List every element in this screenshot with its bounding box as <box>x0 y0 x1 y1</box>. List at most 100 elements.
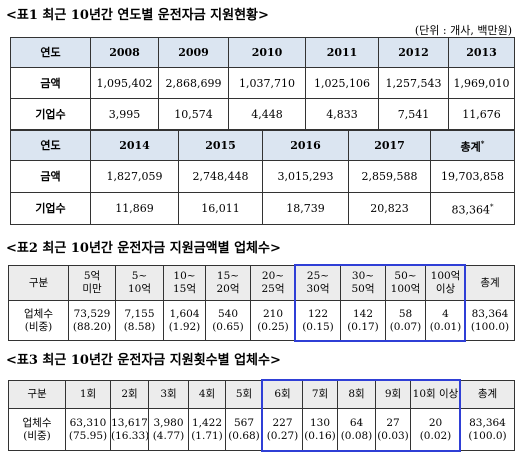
header-cell: 2011 <box>305 37 379 68</box>
cell: 1,604 (1.92) <box>163 300 206 341</box>
cell-text: 83,364 <box>451 203 491 217</box>
data-row: 기업수 3,995 10,574 4,448 4,833 7,541 11,676 <box>10 98 515 130</box>
cell: 3,980 (4.77) <box>148 408 189 451</box>
header-cell: 총계* <box>430 130 515 161</box>
cell: 227 (0.27) <box>262 408 303 451</box>
footnote-mark: * <box>480 139 485 149</box>
header-cell: 총계 <box>465 265 515 301</box>
header-cell: 구분 <box>8 380 66 409</box>
cell: 금액 <box>10 67 91 99</box>
header-cell: 연도 <box>10 130 91 161</box>
header-cell: 2014 <box>90 130 179 161</box>
table-title: <표3 최근 10년간 운전자금 지원횟수별 업체수> <box>6 353 281 368</box>
data-table: 구분 5억 미만 5~ 10억 10~ 15억 15~ 20억 20~ 25억 25~ 30… <box>8 265 515 341</box>
cell: 4,448 <box>228 98 306 130</box>
cell: 20,823 <box>348 192 431 225</box>
data-row: 업체수 (비중) 73,529 (88.20) 7,155 (8.58) 1,604 … <box>8 300 515 341</box>
cell: 1,827,059 <box>90 160 179 193</box>
cell: 4,833 <box>305 98 379 130</box>
cell: 기업수 <box>10 98 91 130</box>
cell: 2,859,588 <box>348 160 431 193</box>
data-table: 연도 2008 2009 2010 2011 2012 2013 금액 1,095,402 2,8… <box>10 37 515 130</box>
cell: 11,676 <box>448 98 515 130</box>
data-row: 금액 1,827,059 2,748,448 3,015,293 2,859,588 19… <box>10 160 515 193</box>
table-title: <표1 최근 10년간 연도별 운전자금 지원현황> <box>6 8 269 23</box>
highlight-box <box>261 379 461 452</box>
header-cell: 2013 <box>448 37 515 68</box>
cell: 19,703,858 <box>430 160 515 193</box>
header-row: 구분 1회 2회 3회 4회 5회 6회 7회 8회 9회 10회 이상 총계 <box>8 380 515 409</box>
cell: 업체수 (비중) <box>8 408 66 451</box>
header-cell: 2017 <box>348 130 431 161</box>
data-row: 기업수 11,869 16,011 18,739 20,823 83,364* <box>10 192 515 225</box>
cell: 63,310 (75.95) <box>65 408 111 451</box>
cell: 73,529 (88.20) <box>68 300 116 341</box>
cell: 7,155 (8.58) <box>115 300 164 341</box>
header-cell: 연도 <box>10 37 91 68</box>
cell: 83,364 (100.0) <box>460 408 515 451</box>
cell: 1,969,010 <box>448 67 515 99</box>
cell: 58 (0.07) <box>385 300 426 341</box>
cell: 1,025,106 <box>305 67 379 99</box>
header-cell: 10~ 15억 <box>163 265 206 301</box>
header-cell: 1회 <box>65 380 111 409</box>
cell: 3,015,293 <box>262 160 349 193</box>
unit-note: (단위 : 개사, 백만원) <box>414 24 512 37</box>
cell: 1,037,710 <box>228 67 306 99</box>
header-cell: 5억 미만 <box>68 265 116 301</box>
cell: 업체수 (비중) <box>8 300 69 341</box>
cell: 122 (0.15) <box>295 300 341 341</box>
cell: 11,869 <box>90 192 179 225</box>
header-cell: 25~ 30억 <box>295 265 341 301</box>
cell: 16,011 <box>178 192 263 225</box>
header-cell: 5~ 10억 <box>115 265 164 301</box>
header-cell: 9회 <box>375 380 411 409</box>
cell: 금액 <box>10 160 91 193</box>
cell: 2,868,699 <box>158 67 229 99</box>
cell: 567 (0.68) <box>225 408 263 451</box>
cell: 3,995 <box>90 98 159 130</box>
header-cell: 2016 <box>262 130 349 161</box>
header-cell: 7회 <box>302 380 338 409</box>
header-cell: 2008 <box>90 37 159 68</box>
header-row: 연도 2008 2009 2010 2011 2012 2013 <box>10 37 515 68</box>
cell: 7,541 <box>378 98 449 130</box>
cell: 1,095,402 <box>90 67 159 99</box>
header-cell: 3회 <box>148 380 189 409</box>
header-cell: 20~ 25억 <box>250 265 296 301</box>
header-cell: 5회 <box>225 380 263 409</box>
header-row: 구분 5억 미만 5~ 10억 10~ 15억 15~ 20억 20~ 25억 25~ 30… <box>8 265 515 301</box>
cell: 10,574 <box>158 98 229 130</box>
cell: 83,364* <box>430 192 515 225</box>
cell: 2,748,448 <box>178 160 263 193</box>
highlight-box <box>294 264 466 342</box>
table-title: <표2 최근 10년간 운전자금 지원금액별 업체수> <box>6 241 281 256</box>
header-cell: 2009 <box>158 37 229 68</box>
cell: 210 (0.25) <box>250 300 296 341</box>
cell: 1,257,543 <box>378 67 449 99</box>
header-cell: 구분 <box>8 265 69 301</box>
cell: 4 (0.01) <box>425 300 466 341</box>
header-cell: 4회 <box>188 380 226 409</box>
header-cell: 2015 <box>178 130 263 161</box>
cell: 27 (0.03) <box>375 408 411 451</box>
cell: 1,422 (1.71) <box>188 408 226 451</box>
cell: 540 (0.65) <box>205 300 251 341</box>
cell: 83,364 (100.0) <box>465 300 515 341</box>
header-cell: 2012 <box>378 37 449 68</box>
data-table: 연도 2014 2015 2016 2017 총계* 금액 1,827,059 2,748,44… <box>10 130 515 225</box>
header-cell: 10회 이상 <box>410 380 461 409</box>
cell-text: 총계 <box>460 140 481 154</box>
data-row: 업체수 (비중) 63,310 (75.95) 13,617 (16.33) 3,98… <box>8 408 515 451</box>
header-cell: 2회 <box>110 380 149 409</box>
header-cell: 2010 <box>228 37 306 68</box>
cell: 13,617 (16.33) <box>110 408 149 451</box>
header-cell: 6회 <box>262 380 303 409</box>
cell: 기업수 <box>10 192 91 225</box>
data-table: 구분 1회 2회 3회 4회 5회 6회 7회 8회 9회 10회 이상 총계 업체수 (비중) 63,3… <box>8 380 515 451</box>
header-cell: 총계 <box>460 380 515 409</box>
header-cell: 15~ 20억 <box>205 265 251 301</box>
footnote-mark: * <box>490 202 494 211</box>
header-row: 연도 2014 2015 2016 2017 총계* <box>10 130 515 161</box>
